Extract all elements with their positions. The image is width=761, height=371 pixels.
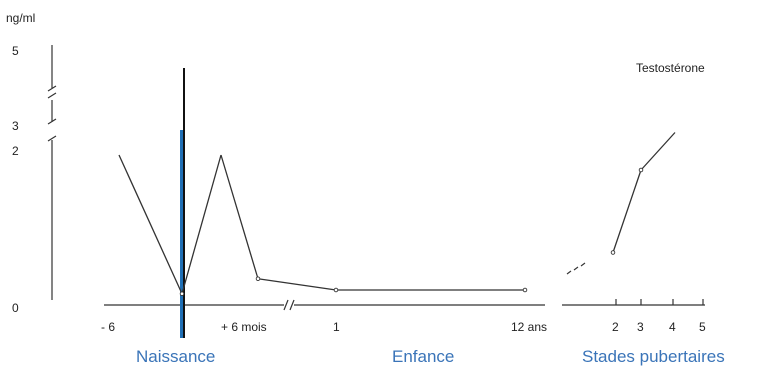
- y-axis-label: ng/ml: [6, 11, 35, 25]
- x-tick-stage-3: 3: [637, 320, 644, 334]
- data-point: [179, 291, 185, 297]
- x-tick-stage-2: 2: [612, 320, 619, 334]
- x-tick-12-years: 12 ans: [511, 320, 547, 334]
- y-axis-break-mark: [47, 118, 57, 125]
- gap-dash: [566, 270, 572, 275]
- x-tick-1-year: 1: [333, 320, 340, 334]
- x-axis-break-mark: [289, 299, 295, 311]
- series-label: Testostérone: [636, 61, 705, 75]
- y-axis: [47, 45, 57, 300]
- x-tick-stage-5: 5: [699, 320, 706, 334]
- data-point: [333, 287, 339, 293]
- data-point: [522, 287, 528, 293]
- phase-label-puberty: Stades pubertaires: [582, 347, 725, 366]
- x-tick-plus-6-months: + 6 mois: [221, 320, 267, 334]
- gap-dash: [580, 262, 586, 267]
- data-point: [638, 167, 644, 173]
- y-tick-0: 0: [12, 301, 19, 315]
- series-segment: [257, 278, 337, 291]
- x-axis-break-mark: [283, 299, 289, 311]
- y-tick-3: 3: [12, 119, 19, 133]
- birth-band: [180, 130, 185, 338]
- data-point: [255, 276, 261, 282]
- series-segment: [181, 154, 222, 294]
- y-axis-break-mark: [47, 85, 57, 92]
- y-tick-5: 5: [12, 44, 19, 58]
- series-segment: [640, 132, 676, 171]
- x-tick-stage-4: 4: [669, 320, 676, 334]
- series-segment: [220, 154, 259, 279]
- phase-label-birth: Naissance: [136, 347, 215, 366]
- data-point: [610, 250, 616, 255]
- y-tick-2: 2: [12, 144, 19, 158]
- x-axis: [104, 299, 705, 311]
- series-segment: [118, 154, 183, 295]
- series-segment: [612, 169, 642, 253]
- testosterone-series: [118, 132, 676, 297]
- y-axis-break-mark: [47, 135, 57, 142]
- pubertal-gap-dashes: [566, 262, 586, 275]
- phase-label-childhood: Enfance: [392, 347, 454, 366]
- y-axis-break-mark: [47, 92, 57, 99]
- gap-dash: [573, 266, 579, 271]
- x-tick-minus-6: - 6: [101, 320, 115, 334]
